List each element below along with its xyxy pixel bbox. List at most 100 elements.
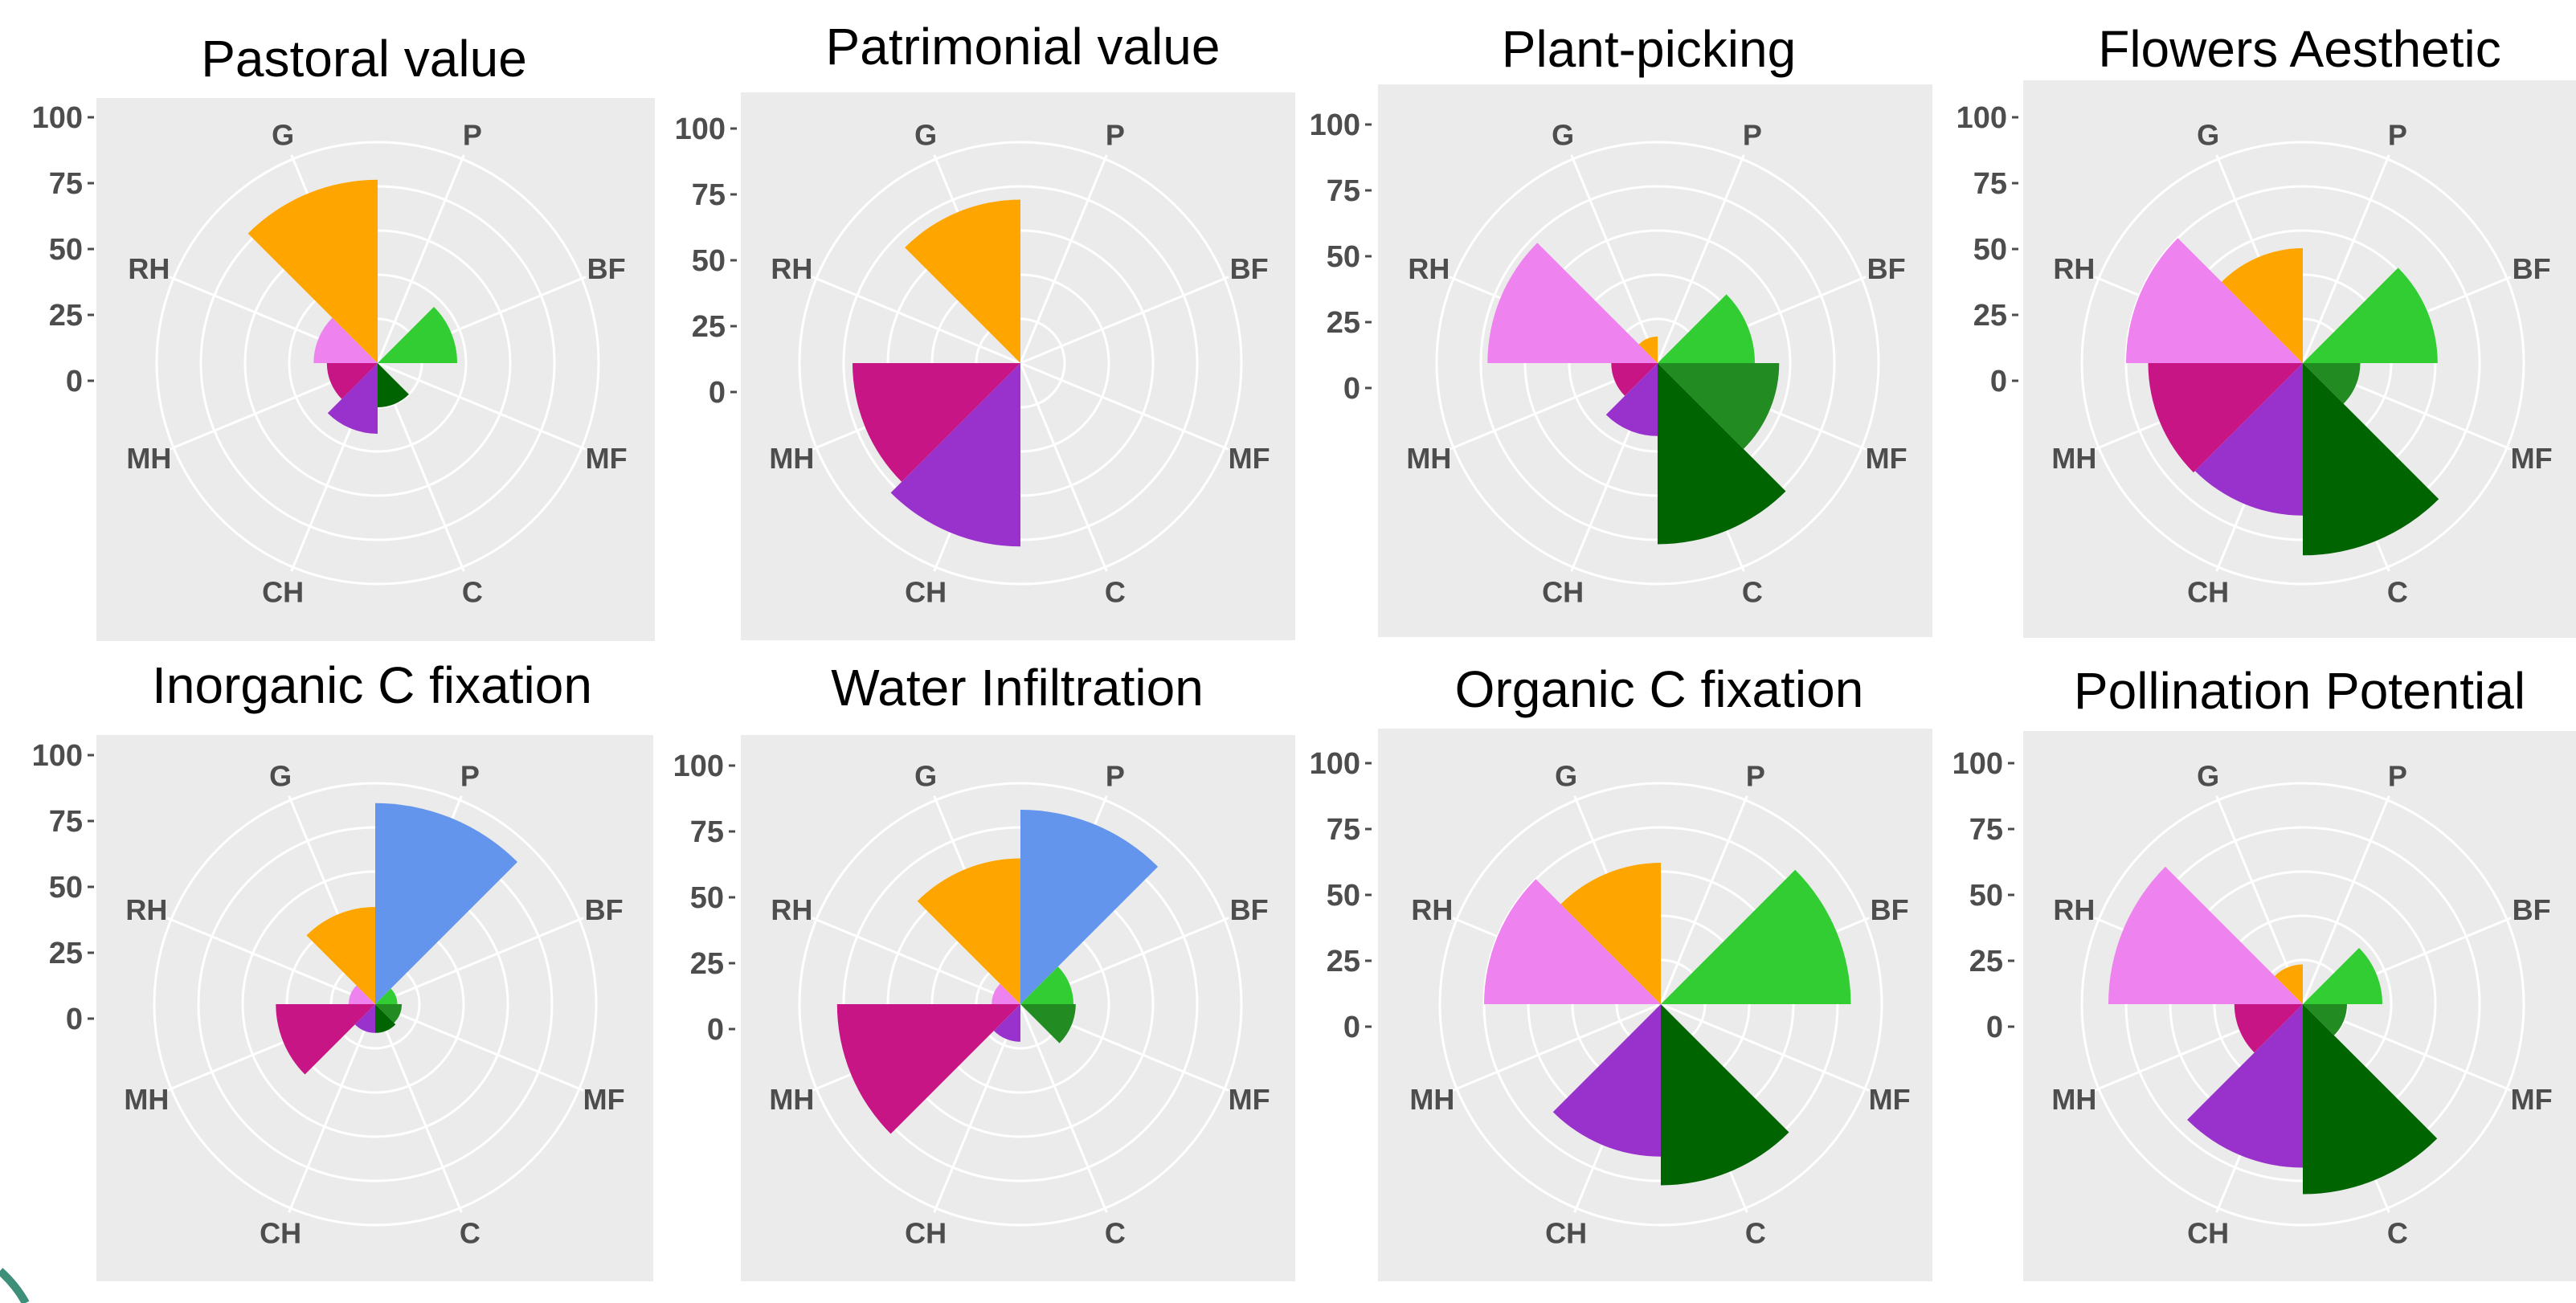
category-label: CH	[905, 576, 947, 609]
category-label: CH	[905, 1217, 947, 1250]
grid-spoke	[374, 1003, 463, 1213]
wedge-p	[375, 803, 517, 1004]
category-label: MH	[1406, 442, 1451, 475]
radial-tick-label: 25	[1327, 306, 1360, 340]
category-label: BF	[2513, 252, 2551, 285]
category-label: BF	[1867, 252, 1906, 285]
category-label: P	[1746, 759, 1765, 792]
chart-title: Organic C fixation	[1455, 660, 1864, 718]
radial-tick-label: 100	[1952, 747, 2003, 781]
grid-spoke	[1570, 154, 1659, 364]
wedge-mh	[2148, 363, 2303, 473]
category-label: MF	[1869, 1083, 1911, 1116]
category-label: RH	[1411, 893, 1453, 926]
category-label: BF	[2513, 893, 2551, 926]
grid-spoke	[1656, 154, 1745, 364]
category-label: CH	[1545, 1217, 1587, 1250]
category-label: C	[460, 1217, 480, 1250]
radial-tick-label: 50	[1969, 879, 2003, 913]
category-label: P	[1106, 759, 1125, 792]
grid-spoke	[812, 276, 1021, 365]
wedge-g	[1638, 337, 1658, 363]
category-label: MF	[2511, 442, 2553, 475]
radial-tick-label: 0	[707, 1013, 724, 1047]
wedge-c	[1661, 1004, 1789, 1186]
wedge-g	[2221, 248, 2303, 363]
category-label: RH	[125, 893, 167, 926]
wedge-ch	[2194, 363, 2303, 516]
wedge-p	[1020, 810, 1159, 1004]
category-label: P	[2388, 759, 2407, 792]
wedge-rh	[1487, 243, 1658, 363]
grid-circle	[798, 141, 1243, 586]
wedge-ch	[993, 1004, 1020, 1042]
chart-title: Inorganic C fixation	[152, 656, 592, 714]
grid-spoke	[377, 361, 587, 451]
grid-spoke	[288, 1003, 377, 1213]
wedge-g	[247, 179, 378, 363]
wedge-g	[2275, 964, 2303, 1004]
category-label: BF	[587, 252, 626, 285]
radial-tick-label: 25	[1327, 945, 1360, 978]
category-label: P	[1106, 118, 1125, 151]
wedge-bf	[1661, 869, 1851, 1004]
chart-panel: P BF MF C CH MH RH G 100 75 50 25 0 Inorganic C fixat…	[32, 656, 653, 1281]
grid-spoke	[812, 917, 1021, 1006]
radial-tick-label: 75	[1327, 813, 1360, 847]
chart-title: Pastoral value	[201, 30, 527, 88]
category-label: CH	[262, 576, 304, 609]
grid-spoke	[376, 154, 465, 364]
wedge-mf	[2303, 1004, 2347, 1035]
wedge-bf	[2303, 948, 2382, 1004]
category-label: P	[463, 118, 482, 151]
wedge-mf	[1020, 1004, 1076, 1044]
category-label: MF	[1866, 442, 1907, 475]
grid-spoke	[1020, 276, 1229, 365]
radial-tick-label: 100	[1957, 101, 2007, 135]
category-label: MH	[124, 1083, 169, 1116]
radial-tick-label: 75	[49, 167, 83, 201]
category-label: MF	[2511, 1083, 2553, 1116]
grid-spoke	[1452, 1003, 1662, 1092]
corner-decoration	[0, 1268, 30, 1303]
category-label: BF	[1871, 893, 1909, 926]
wedge-rh	[349, 985, 375, 1004]
radial-tick-label: 50	[692, 244, 726, 278]
category-label: G	[269, 759, 292, 792]
wedge-mh	[326, 363, 378, 399]
category-label: MF	[586, 442, 628, 475]
category-label: BF	[1230, 252, 1269, 285]
radial-tick-label: 50	[1973, 233, 2007, 267]
radial-tick-label: 25	[49, 937, 83, 970]
wedge-mh	[276, 1004, 375, 1075]
category-label: G	[1552, 118, 1574, 151]
grid-spoke	[166, 917, 376, 1006]
wedge-c	[375, 1004, 396, 1033]
radial-tick-label: 0	[1986, 1011, 2003, 1044]
grid-spoke	[1019, 362, 1108, 572]
wedge-c	[2303, 1004, 2438, 1195]
grid-spoke	[1020, 361, 1229, 451]
radial-tick-label: 0	[1990, 365, 2007, 398]
radial-tick-label: 100	[32, 739, 83, 773]
grid-spoke	[374, 1003, 584, 1092]
grid-spoke	[2301, 154, 2390, 364]
category-label: MH	[769, 1083, 814, 1116]
chart-title: Plant-picking	[1502, 20, 1796, 78]
category-label: RH	[771, 893, 812, 926]
grid-circle	[153, 782, 598, 1227]
wedge-ch	[890, 363, 1020, 547]
radial-tick-label: 25	[49, 299, 83, 333]
wedge-ch	[327, 363, 378, 434]
category-label: G	[272, 118, 294, 151]
chart-title: Flowers Aesthetic	[2098, 20, 2501, 78]
radial-tick-label: 25	[690, 947, 724, 981]
wedge-mh	[1611, 363, 1658, 396]
chart-panel: P BF MF C CH MH RH G 100 75 50 25 0 Patrimonial value	[675, 18, 1295, 640]
category-label: MF	[583, 1083, 625, 1116]
category-label: MH	[1409, 1083, 1454, 1116]
category-label: MF	[1229, 1083, 1270, 1116]
grid-spoke	[1019, 154, 1108, 364]
category-label: MH	[2051, 1083, 2096, 1116]
grid-circle	[2080, 782, 2525, 1227]
